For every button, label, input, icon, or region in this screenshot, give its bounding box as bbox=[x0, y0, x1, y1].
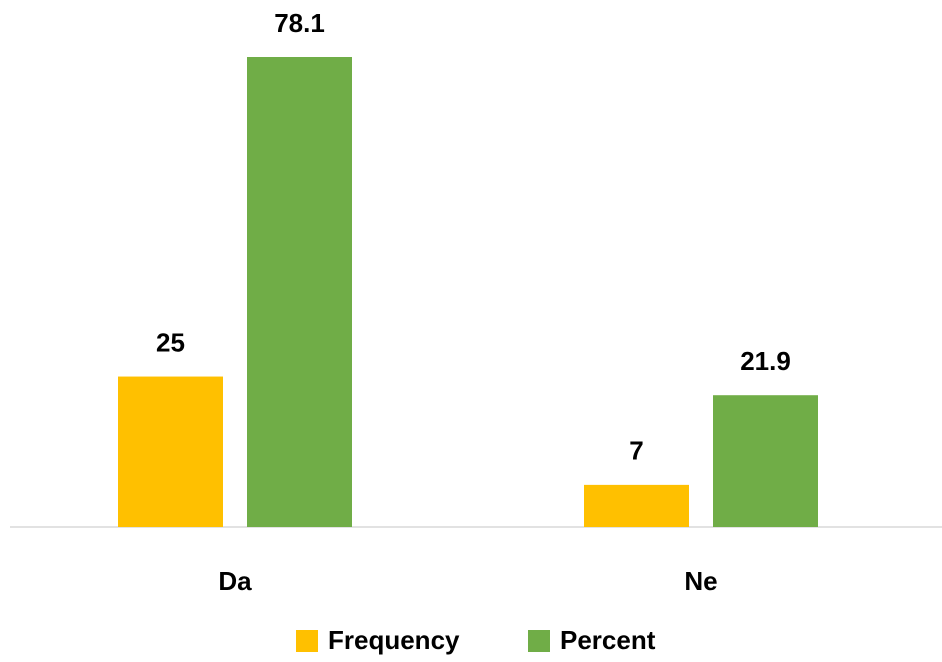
data-label: 25 bbox=[156, 327, 185, 357]
bar bbox=[118, 376, 223, 527]
x-tick-label: Da bbox=[218, 566, 252, 596]
legend-label: Frequency bbox=[328, 625, 460, 655]
bar bbox=[713, 395, 818, 527]
legend-swatch bbox=[296, 630, 318, 652]
data-label: 78.1 bbox=[274, 8, 325, 38]
bar bbox=[247, 57, 352, 527]
legend-swatch bbox=[528, 630, 550, 652]
bar bbox=[584, 484, 689, 527]
data-label: 21.9 bbox=[740, 346, 791, 376]
legend-label: Percent bbox=[560, 625, 656, 655]
x-tick-label: Ne bbox=[684, 566, 717, 596]
data-label: 7 bbox=[629, 436, 643, 466]
